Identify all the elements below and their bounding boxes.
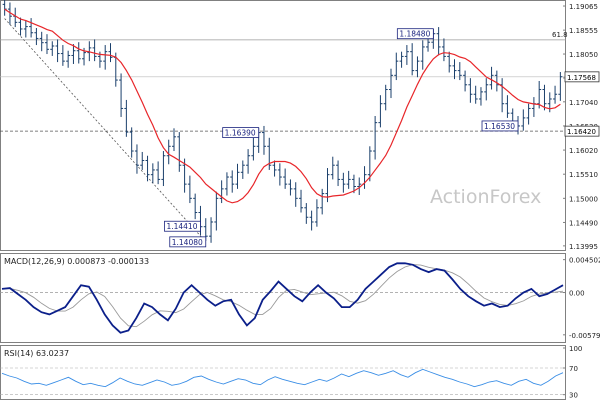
moving-average-line xyxy=(4,8,561,204)
rsi-axis-tick-label: 70 xyxy=(569,365,578,373)
fib-level-label: 61.8 xyxy=(552,31,568,39)
watermark-text: ActionForex xyxy=(430,186,541,208)
rsi-axis-tick-label: 30 xyxy=(569,392,578,400)
price-annotation-label: 1.14080 xyxy=(172,238,203,247)
rsi-line xyxy=(1,368,564,388)
macd-title: MACD(12,26,9) 0.000873 -0.000133 xyxy=(4,257,149,266)
rsi-axis-tick-label: 100 xyxy=(569,345,582,353)
price-annotation-box xyxy=(396,28,434,40)
macd-axis-tick-label: 0.00 xyxy=(569,290,585,298)
price-annotation-label: 1.14410 xyxy=(166,222,197,231)
price-annotation-box xyxy=(222,127,260,138)
price-axis-tick-label: 1.14490 xyxy=(569,219,598,227)
price-layer: 1.190651.185551.180501.175451.170401.165… xyxy=(0,0,600,251)
price-axis-tick-label: 1.15000 xyxy=(569,195,598,203)
price-annotation-label: 1.16390 xyxy=(225,129,256,138)
rsi-panel-frame xyxy=(0,345,566,400)
price-panel-frame xyxy=(0,0,566,251)
support-level-axis-box xyxy=(564,125,600,137)
current-price-axis-label: 1.17568 xyxy=(567,74,596,82)
price-axis-tick-label: 1.18050 xyxy=(569,51,598,59)
macd-line xyxy=(1,262,564,334)
price-annotation-box xyxy=(481,120,519,132)
rsi-layer: 100 70 30 xyxy=(0,345,582,400)
price-axis-tick-label: 1.13995 xyxy=(569,243,598,251)
macd-panel-frame xyxy=(0,253,566,343)
price-axis-tick-label: 1.15510 xyxy=(569,171,598,179)
price-axis-tick-label: 1.16020 xyxy=(569,147,598,155)
price-annotation-box xyxy=(164,220,201,232)
price-axis-tick-label: 1.18555 xyxy=(569,27,598,35)
current-price-axis-box xyxy=(564,71,600,83)
price-annotation-box xyxy=(169,236,207,248)
macd-axis-tick-label: 0.004502 xyxy=(569,257,600,265)
price-axis-tick-label: 1.17040 xyxy=(569,99,598,107)
price-axis-tick-label: 1.19065 xyxy=(569,3,598,11)
macd-signal-line xyxy=(1,264,564,328)
price-annotation-label: 1.16530 xyxy=(484,122,515,131)
support-level-axis-label: 1.16420 xyxy=(567,128,596,136)
rsi-title: RSI(14) 63.0237 xyxy=(4,349,69,358)
price-annotation-label: 1.18480 xyxy=(399,30,430,39)
